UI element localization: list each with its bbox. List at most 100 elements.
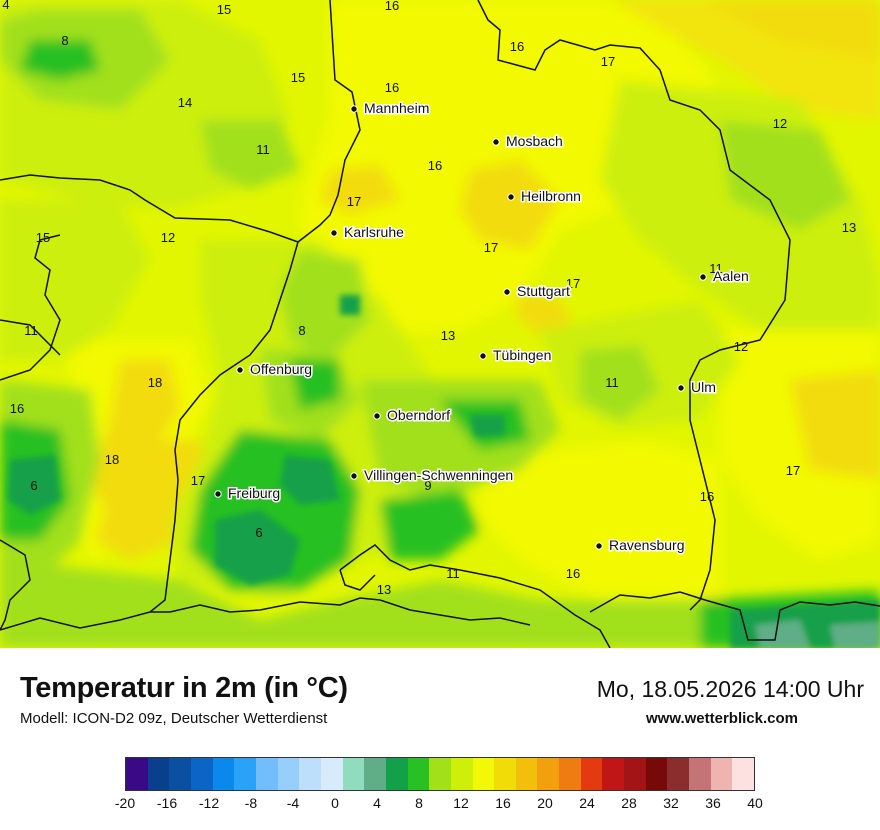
legend-swatch [169, 758, 191, 790]
color-legend [125, 757, 755, 791]
city-name: Heilbronn [521, 188, 581, 204]
temperature-label: 17 [786, 463, 800, 478]
website-link[interactable]: www.wetterblick.com [646, 710, 798, 727]
legend-swatch [385, 758, 408, 790]
city-dot [373, 412, 381, 420]
legend-tick-label: 12 [453, 795, 469, 811]
temperature-label: 16 [510, 39, 524, 54]
temperature-label: 12 [161, 230, 175, 245]
map-canvas: 4 15 16 8 16 17 15 16 14 12 11 16 17 15 12 13 17 11 17 8 11 1… [0, 0, 880, 648]
city-name: Ulm [691, 379, 716, 395]
temperature-label: 14 [178, 95, 192, 110]
model-source: Modell: ICON-D2 09z, Deutscher Wetterdie… [20, 710, 328, 727]
temperature-label: 13 [377, 582, 391, 597]
legend-swatch [602, 758, 625, 790]
city-marker: Stuttgart [503, 282, 572, 301]
legend-swatch [537, 758, 560, 790]
city-dot [595, 542, 603, 550]
legend-tick-label: 0 [331, 795, 339, 811]
city-name: Mosbach [506, 133, 563, 149]
legend-ticks: -20 -16 -12 -8 -4 0 4 8 12 16 20 24 28 32 36 40 [0, 795, 880, 815]
legend-swatch [515, 758, 538, 790]
city-name: Aalen [713, 268, 749, 284]
city-name: Oberndorf [387, 407, 450, 423]
temperature-label: 18 [105, 452, 119, 467]
city-dot [479, 352, 487, 360]
city-name: Mannheim [364, 100, 429, 116]
legend-swatch [710, 758, 733, 790]
legend-tick-label: -12 [198, 795, 220, 811]
legend-tick-label: -20 [114, 795, 136, 811]
legend-swatch [450, 758, 473, 790]
city-marker: Freiburg [214, 484, 282, 503]
temperature-label: 15 [217, 2, 231, 17]
legend-swatch [147, 758, 170, 790]
temperature-label: 16 [385, 0, 399, 13]
city-marker: Heilbronn [507, 187, 582, 206]
temperature-label: 4 [2, 0, 9, 12]
temperature-label: 8 [61, 33, 68, 48]
legend-swatch [494, 758, 516, 790]
city-marker: Offenburg [236, 360, 314, 379]
legend-tick-label: 28 [621, 795, 637, 811]
city-dot [350, 472, 358, 480]
temperature-label: 12 [734, 339, 748, 354]
forecast-datetime: Mo, 18.05.2026 14:00 Uhr [596, 676, 864, 702]
temperature-label: 6 [255, 525, 262, 540]
legend-tick-label: -4 [286, 795, 300, 811]
legend-swatch [342, 758, 365, 790]
city-dot [492, 138, 500, 146]
city-marker: Mosbach [492, 132, 564, 151]
temperature-label: 11 [605, 375, 619, 390]
city-marker: Villingen-Schwenningen [350, 466, 515, 485]
temperature-label: 16 [566, 566, 580, 581]
map-title: Temperatur in 2m (in °C) [20, 672, 348, 704]
city-name: Freiburg [228, 485, 280, 501]
temperature-label: 9 [424, 478, 431, 493]
legend-tick-label: 40 [747, 795, 763, 811]
legend-swatch [255, 758, 278, 790]
temperature-map: 4 15 16 8 16 17 15 16 14 12 11 16 17 15 12 13 17 11 17 8 11 1… [0, 0, 880, 648]
temperature-label: 17 [484, 240, 498, 255]
legend-tick-label: 8 [415, 795, 423, 811]
legend-swatch [364, 758, 386, 790]
city-marker: Ulm [677, 378, 717, 397]
temperature-label: 6 [30, 478, 37, 493]
temperature-label: 8 [298, 323, 305, 338]
temperature-label: 17 [191, 473, 205, 488]
temperature-label: 15 [36, 230, 50, 245]
legend-tick-label: 24 [579, 795, 595, 811]
temperature-label: 16 [385, 80, 399, 95]
temperature-label: 18 [148, 375, 162, 390]
legend-tick-label: 20 [537, 795, 553, 811]
footer [0, 648, 880, 830]
temperature-label: 11 [24, 323, 38, 338]
temperature-label: 16 [10, 401, 24, 416]
temperature-labels: 4 15 16 8 16 17 15 16 14 12 11 16 17 15 12 13 17 11 17 8 11 1… [2, 0, 856, 597]
legend-swatch [277, 758, 300, 790]
legend-swatch [580, 758, 603, 790]
city-name: Karlsruhe [344, 224, 404, 240]
city-marker: Karlsruhe [330, 223, 406, 242]
city-dot [214, 490, 222, 498]
legend-swatch [689, 758, 711, 790]
temperature-label: 15 [291, 70, 305, 85]
city-name: Offenburg [250, 361, 312, 377]
legend-swatch [299, 758, 321, 790]
city-dot [236, 366, 244, 374]
legend-swatch [190, 758, 213, 790]
legend-swatch [732, 758, 755, 790]
temperature-label: 17 [347, 194, 361, 209]
city-dot [350, 105, 358, 113]
legend-swatch [429, 758, 451, 790]
city-markers: Mannheim Mosbach Heilbronn Karlsruhe Aalen St… [214, 99, 750, 555]
temperature-label: 16 [700, 489, 714, 504]
city-dot [330, 229, 338, 237]
temperature-label: 16 [428, 158, 442, 173]
city-marker: Ravensburg [595, 536, 686, 555]
temperature-label: 13 [842, 220, 856, 235]
temperature-label: 17 [601, 54, 615, 69]
legend-tick-label: 4 [373, 795, 381, 811]
legend-swatch [645, 758, 668, 790]
legend-swatch [667, 758, 690, 790]
